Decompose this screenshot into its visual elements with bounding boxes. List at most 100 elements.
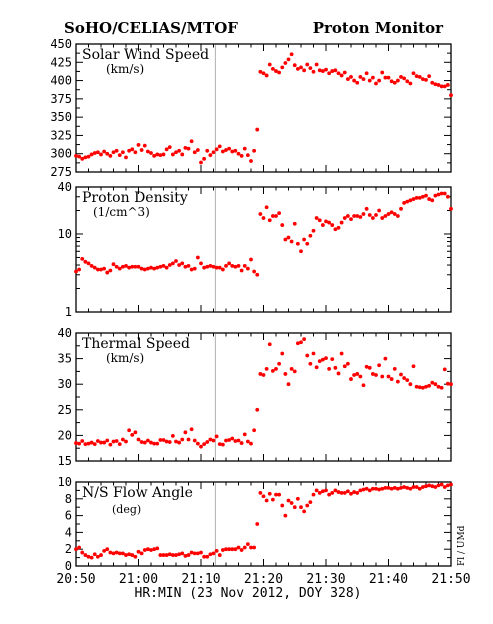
data-point <box>211 150 216 155</box>
data-point <box>277 70 282 75</box>
data-point <box>342 491 347 495</box>
data-point <box>114 550 119 555</box>
data-point <box>80 156 85 161</box>
data-point <box>374 373 378 377</box>
data-point <box>311 351 316 356</box>
data-point <box>439 385 444 390</box>
data-point <box>433 193 438 198</box>
data-point <box>242 545 247 550</box>
data-point <box>380 216 385 220</box>
data-point <box>252 148 257 153</box>
data-point <box>183 430 188 435</box>
data-point <box>120 551 125 556</box>
data-point <box>117 551 122 556</box>
data-point <box>242 432 247 437</box>
header-right-title: Proton Monitor <box>313 19 444 37</box>
x-tick-label: 21:10 <box>181 572 220 587</box>
data-point <box>261 71 266 76</box>
data-point <box>361 77 366 82</box>
data-point <box>189 139 194 144</box>
data-point <box>86 554 91 559</box>
data-point <box>317 68 322 73</box>
data-point <box>283 513 288 518</box>
data-point <box>192 438 197 443</box>
data-point <box>255 522 260 526</box>
data-point <box>311 492 316 497</box>
data-point <box>77 441 82 446</box>
data-point <box>224 263 228 268</box>
data-point <box>89 263 94 268</box>
data-point <box>345 77 350 82</box>
data-point <box>439 482 444 487</box>
data-point <box>377 208 382 213</box>
data-point <box>105 270 110 275</box>
panel-2: 1 10 40 Proton Density(1/cm^3) <box>58 180 453 319</box>
data-point <box>77 267 82 272</box>
data-point <box>145 149 150 154</box>
panel-1: 275 300 325 350 375 400 425 450 Solar Wind Speed… <box>50 37 453 179</box>
data-point <box>111 262 116 267</box>
data-point <box>142 267 147 272</box>
data-point <box>92 265 97 270</box>
panel-title: Proton Density <box>82 190 188 206</box>
data-point <box>299 249 303 254</box>
data-point <box>342 364 347 369</box>
data-point <box>358 75 363 79</box>
data-point <box>192 266 197 271</box>
data-point <box>158 438 163 442</box>
data-point <box>199 261 203 266</box>
data-point <box>392 485 397 490</box>
data-point <box>314 488 319 493</box>
data-point <box>339 73 344 78</box>
data-point <box>267 342 272 347</box>
data-point <box>308 233 313 238</box>
data-point <box>227 261 232 266</box>
data-point <box>74 441 78 445</box>
data-point <box>286 498 291 503</box>
data-point <box>164 265 169 270</box>
data-point <box>436 192 441 197</box>
data-point <box>442 485 447 489</box>
data-point <box>283 372 288 376</box>
data-point <box>208 437 213 442</box>
data-point <box>174 439 178 444</box>
data-point <box>333 227 338 232</box>
y-tick-label: 20 <box>58 428 72 442</box>
y-tick-label: 6 <box>65 509 72 523</box>
data-point <box>302 337 307 342</box>
data-point <box>80 439 85 443</box>
data-point <box>411 71 416 76</box>
data-point <box>120 150 125 155</box>
data-point <box>355 214 360 218</box>
data-point <box>249 441 253 446</box>
data-point <box>392 80 397 85</box>
data-point <box>127 428 132 433</box>
data-point <box>405 199 410 204</box>
data-point <box>186 553 191 557</box>
data-point <box>214 548 219 553</box>
data-point <box>289 239 294 244</box>
data-point <box>374 81 378 86</box>
data-point <box>414 74 419 79</box>
data-point <box>408 198 413 203</box>
data-point <box>114 439 119 443</box>
data-point <box>370 216 375 220</box>
data-point <box>252 269 257 274</box>
data-point <box>249 257 253 262</box>
data-point <box>205 148 210 153</box>
data-point <box>280 65 285 70</box>
data-point <box>320 489 325 494</box>
data-point <box>352 78 357 83</box>
x-tick-label: 21:20 <box>244 572 283 587</box>
data-point <box>102 266 107 271</box>
data-point <box>149 151 153 155</box>
data-point <box>99 152 103 157</box>
data-point <box>327 492 332 497</box>
data-point <box>155 546 160 551</box>
data-point <box>99 553 103 557</box>
data-point <box>208 263 213 268</box>
data-point <box>386 485 391 490</box>
data-point <box>289 52 294 57</box>
data-point <box>211 264 216 269</box>
data-point <box>264 498 269 503</box>
